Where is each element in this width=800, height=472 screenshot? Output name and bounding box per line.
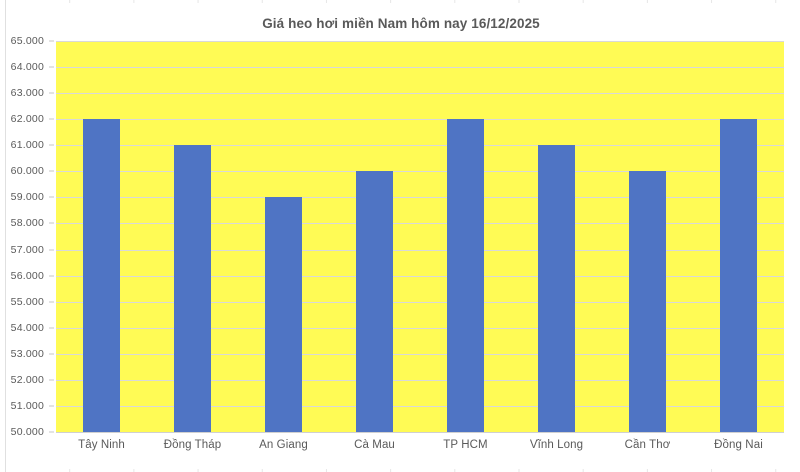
x-tick-label: Vĩnh Long (529, 439, 584, 451)
gridline (56, 406, 784, 407)
y-tick-label: 59.000 (10, 191, 44, 204)
y-tick-mark (49, 275, 54, 277)
gridline (56, 145, 784, 146)
gridline (56, 93, 784, 94)
bar[interactable] (537, 145, 576, 432)
gridline (56, 250, 784, 251)
chart-title: Giá heo hơi miền Nam hôm nay 16/12/2025 (262, 16, 540, 31)
y-tick-mark (49, 353, 54, 355)
y-tick-label: 57.000 (10, 243, 44, 256)
y-tick-mark (49, 431, 54, 433)
chart-container: Giá heo hơi miền Nam hôm nay 16/12/2025 … (6, 3, 796, 469)
gridline (56, 354, 784, 355)
y-tick-label: 61.000 (10, 139, 44, 152)
bar-slot (693, 41, 784, 432)
bar-slot (329, 41, 420, 432)
y-tick-label: 55.000 (10, 295, 44, 308)
y-tick-label: 54.000 (10, 321, 44, 334)
y-tick-mark (49, 196, 54, 198)
gridline (56, 197, 784, 198)
bar[interactable] (82, 119, 121, 432)
y-tick-label: 65.000 (10, 35, 44, 47)
x-tick-label: Cà Mau (354, 439, 395, 451)
bar-slot (511, 41, 602, 432)
y-tick-mark (49, 118, 54, 120)
y-tick-mark (49, 40, 54, 42)
bar-slot (420, 41, 511, 432)
y-tick-mark (49, 170, 54, 172)
spreadsheet-left-border (5, 0, 6, 472)
bar-slot (56, 41, 147, 432)
y-tick-label: 64.000 (10, 61, 44, 74)
gridline (56, 276, 784, 277)
gridline (56, 67, 784, 68)
x-axis-line (56, 432, 784, 433)
x-tick-label: TP HCM (443, 439, 488, 451)
x-axis: Tây Ninh Đồng Tháp An Giang Cà Mau TP HCM Vĩn… (56, 439, 784, 451)
x-tick-label: Cần Thơ (624, 439, 671, 451)
y-tick-label: 51.000 (10, 399, 44, 412)
y-tick-label: 58.000 (10, 217, 44, 230)
bar-series (56, 41, 784, 432)
bar[interactable] (446, 119, 485, 432)
x-tick-label: Tây Ninh (78, 439, 125, 451)
bar[interactable] (173, 145, 212, 432)
y-tick-mark (49, 144, 54, 146)
y-tick-mark (49, 222, 54, 224)
y-tick-mark (49, 92, 54, 94)
y-tick-label: 50.000 (10, 426, 44, 438)
gridline (56, 119, 784, 120)
y-tick-mark (49, 405, 54, 407)
gridline (56, 328, 784, 329)
gridline (56, 302, 784, 303)
bar-slot (238, 41, 329, 432)
y-tick-mark (49, 379, 54, 381)
bar[interactable] (355, 171, 394, 432)
gridline (56, 171, 784, 172)
x-tick-label: An Giang (259, 439, 308, 451)
bar[interactable] (719, 119, 758, 432)
y-tick-label: 56.000 (10, 269, 44, 282)
y-tick-label: 63.000 (10, 87, 44, 100)
y-axis: 65.000 64.000 63.000 62.000 61.000 60.000 59.0… (6, 35, 56, 438)
y-tick-mark (49, 66, 54, 68)
y-tick-label: 62.000 (10, 113, 44, 126)
y-tick-mark (49, 301, 54, 303)
y-tick-label: 60.000 (10, 165, 44, 178)
bar-slot (602, 41, 693, 432)
x-tick-label: Đồng Nai (714, 439, 763, 451)
y-tick-label: 52.000 (10, 373, 44, 386)
y-tick-mark (49, 249, 54, 251)
gridline (56, 41, 784, 42)
bar-slot (147, 41, 238, 432)
gridline (56, 223, 784, 224)
bar[interactable] (628, 171, 667, 432)
gridline (56, 380, 784, 381)
y-tick-mark (49, 327, 54, 329)
plot-area-wrapper (56, 41, 784, 433)
bar[interactable] (264, 197, 303, 432)
x-tick-label: Đồng Tháp (163, 439, 222, 451)
y-tick-label: 53.000 (10, 347, 44, 360)
